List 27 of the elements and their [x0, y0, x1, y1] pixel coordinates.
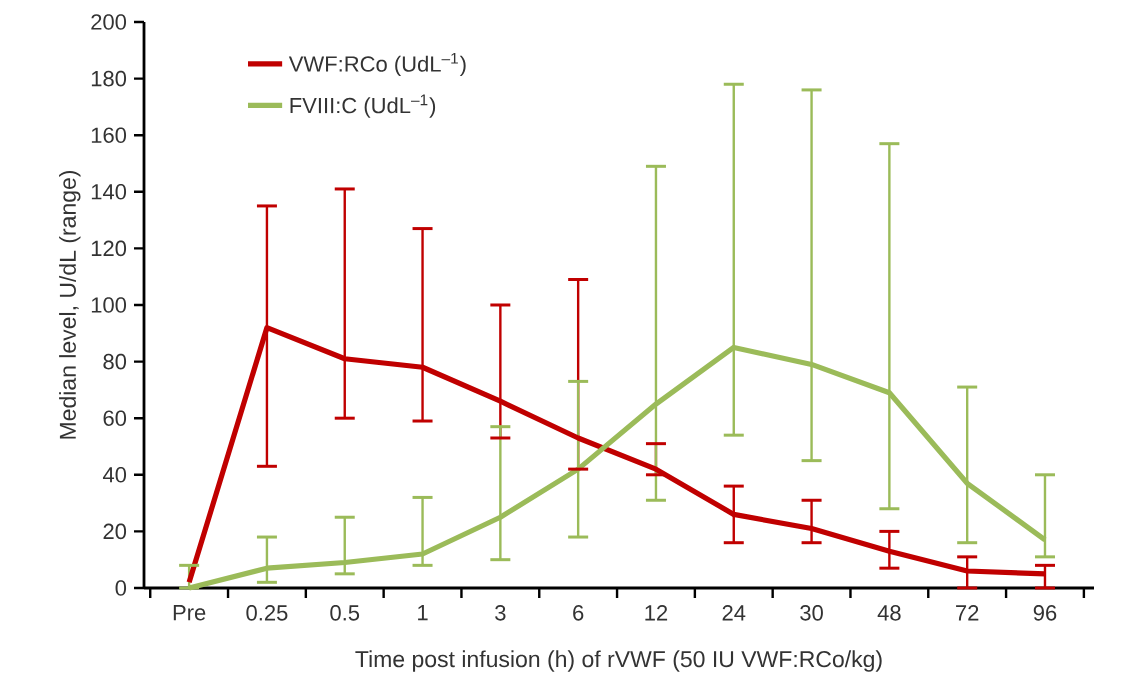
x-axis-title: Time post infusion (h) of rVWF (50 IU VWF:RCo/kg) — [355, 650, 882, 672]
x-tick-label: 96 — [1033, 605, 1057, 621]
legend-label: FVIII:C (UdL$^{–1}$) — [290, 94, 436, 118]
y-tick-label: 0 — [115, 580, 127, 596]
y-tick-label: 80 — [103, 353, 127, 370]
x-tick-label: 1 — [418, 605, 428, 621]
y-tick-label: 140 — [91, 184, 127, 200]
legend-label: VWF:RCo (UdL$^{–1}$) — [288, 53, 466, 77]
y-tick-label: 160 — [91, 127, 127, 143]
y-tick-label: 180 — [91, 70, 127, 87]
y-axis-title: Median level, U/dL (range) — [59, 170, 81, 439]
x-tick-label: 3 — [495, 605, 506, 621]
x-tick-label: 0.25 — [246, 605, 288, 621]
y-tick-label: 20 — [103, 523, 127, 540]
x-tick-label: 0.5 — [330, 605, 360, 621]
x-tick-label: 6 — [573, 605, 584, 621]
x-tick-label: Pre — [173, 605, 206, 621]
x-tick-label: 12 — [645, 605, 668, 621]
y-tick-label: 120 — [91, 240, 127, 257]
y-tick-label: 60 — [103, 410, 127, 426]
y-tick-label: 200 — [91, 14, 127, 30]
y-tick-label: 40 — [102, 467, 127, 483]
x-tick-label: 72 — [956, 605, 979, 621]
x-tick-label: 30 — [800, 605, 823, 621]
y-tick-label: 100 — [91, 297, 127, 313]
x-tick-label: 24 — [722, 605, 746, 621]
x-tick-label: 48 — [877, 605, 901, 621]
